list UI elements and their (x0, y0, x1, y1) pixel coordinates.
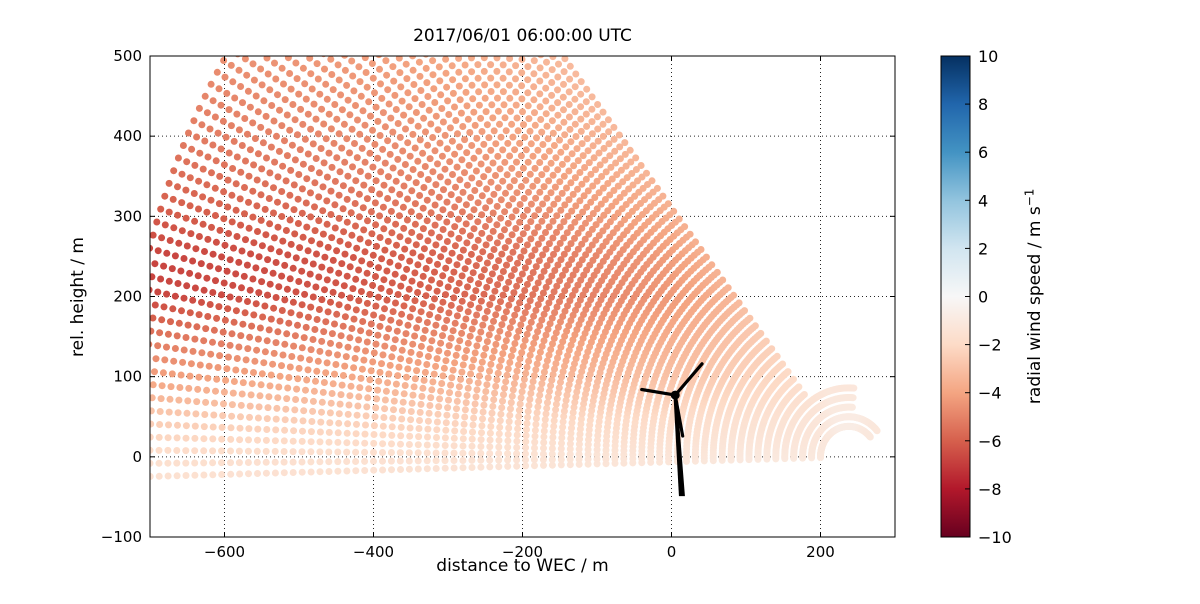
y-tick-label: 200 (113, 288, 142, 306)
colorbar-tick-label: 8 (978, 95, 988, 114)
colorbar-tick-label: 0 (978, 288, 988, 307)
axis-ticks (150, 55, 895, 538)
colorbar-tick-label: −8 (978, 480, 1002, 499)
tick-labels: −600 −400 −200 0 200 −100 0 100 200 300 400 500 (101, 47, 835, 561)
colorbar: 10 8 6 4 2 0 −2 −4 −6 −8 −10 (940, 47, 1012, 547)
x-tick-label: 0 (667, 543, 677, 561)
chart-title: 2017/06/01 06:00:00 UTC (413, 26, 632, 46)
y-tick-label: 400 (113, 127, 142, 145)
colorbar-tick-label: −4 (978, 384, 1002, 403)
colorbar-tick-label: 10 (978, 47, 998, 66)
colorbar-tick-label: −6 (978, 432, 1002, 451)
x-tick-label: −400 (353, 543, 394, 561)
y-tick-label: 500 (113, 47, 142, 65)
x-axis-label: distance to WEC / m (436, 556, 609, 576)
y-tick-label: 0 (132, 448, 142, 466)
wind-turbine (640, 362, 704, 497)
x-tick-label: 200 (806, 543, 835, 561)
colorbar-tick-label: 2 (978, 239, 988, 258)
y-tick-label: 100 (113, 368, 142, 386)
colorbar-label-exponent: −1 (1022, 188, 1037, 207)
colorbar-tick-label: 6 (978, 143, 988, 162)
y-tick-label: −100 (101, 528, 142, 546)
colorbar-label: radial wind speed / m s−1 (1022, 188, 1046, 405)
y-tick-label: 300 (113, 207, 142, 225)
colorbar-tick-label: −2 (978, 336, 1002, 355)
scan-points (150, 56, 881, 480)
x-tick-label: −200 (502, 543, 543, 561)
x-tick-label: −600 (204, 543, 245, 561)
colorbar-tick-label: 4 (978, 191, 988, 210)
colorbar-tick-label: −10 (978, 528, 1012, 547)
y-axis-label: rel. height / m (68, 236, 89, 357)
